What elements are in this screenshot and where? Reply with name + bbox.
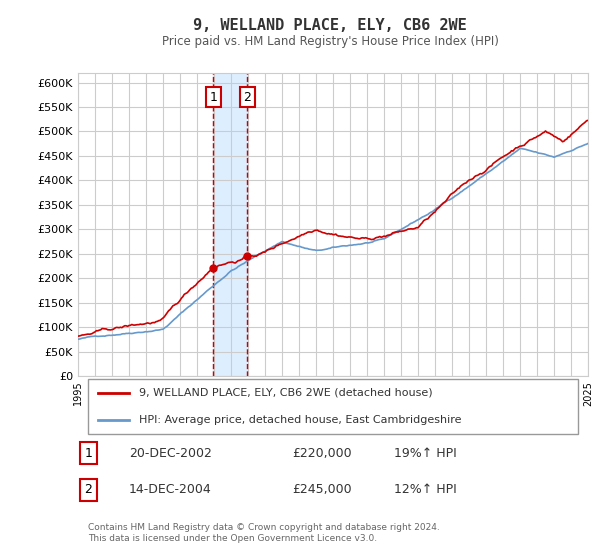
Text: 9, WELLAND PLACE, ELY, CB6 2WE: 9, WELLAND PLACE, ELY, CB6 2WE bbox=[193, 18, 467, 32]
Text: 2: 2 bbox=[244, 91, 251, 104]
Text: Contains HM Land Registry data © Crown copyright and database right 2024.
This d: Contains HM Land Registry data © Crown c… bbox=[88, 524, 440, 543]
Text: 14-DEC-2004: 14-DEC-2004 bbox=[129, 483, 212, 496]
Text: Price paid vs. HM Land Registry's House Price Index (HPI): Price paid vs. HM Land Registry's House … bbox=[161, 35, 499, 49]
Text: 20-DEC-2002: 20-DEC-2002 bbox=[129, 447, 212, 460]
Text: 19%↑ HPI: 19%↑ HPI bbox=[394, 447, 457, 460]
Text: £220,000: £220,000 bbox=[292, 447, 352, 460]
Text: HPI: Average price, detached house, East Cambridgeshire: HPI: Average price, detached house, East… bbox=[139, 414, 462, 424]
Bar bbox=[213, 73, 247, 376]
Text: 9, WELLAND PLACE, ELY, CB6 2WE (detached house): 9, WELLAND PLACE, ELY, CB6 2WE (detached… bbox=[139, 388, 433, 398]
Text: 1: 1 bbox=[84, 447, 92, 460]
FancyBboxPatch shape bbox=[88, 379, 578, 433]
Text: 12%↑ HPI: 12%↑ HPI bbox=[394, 483, 457, 496]
Text: 1: 1 bbox=[209, 91, 217, 104]
Text: 2: 2 bbox=[84, 483, 92, 496]
Text: £245,000: £245,000 bbox=[292, 483, 352, 496]
